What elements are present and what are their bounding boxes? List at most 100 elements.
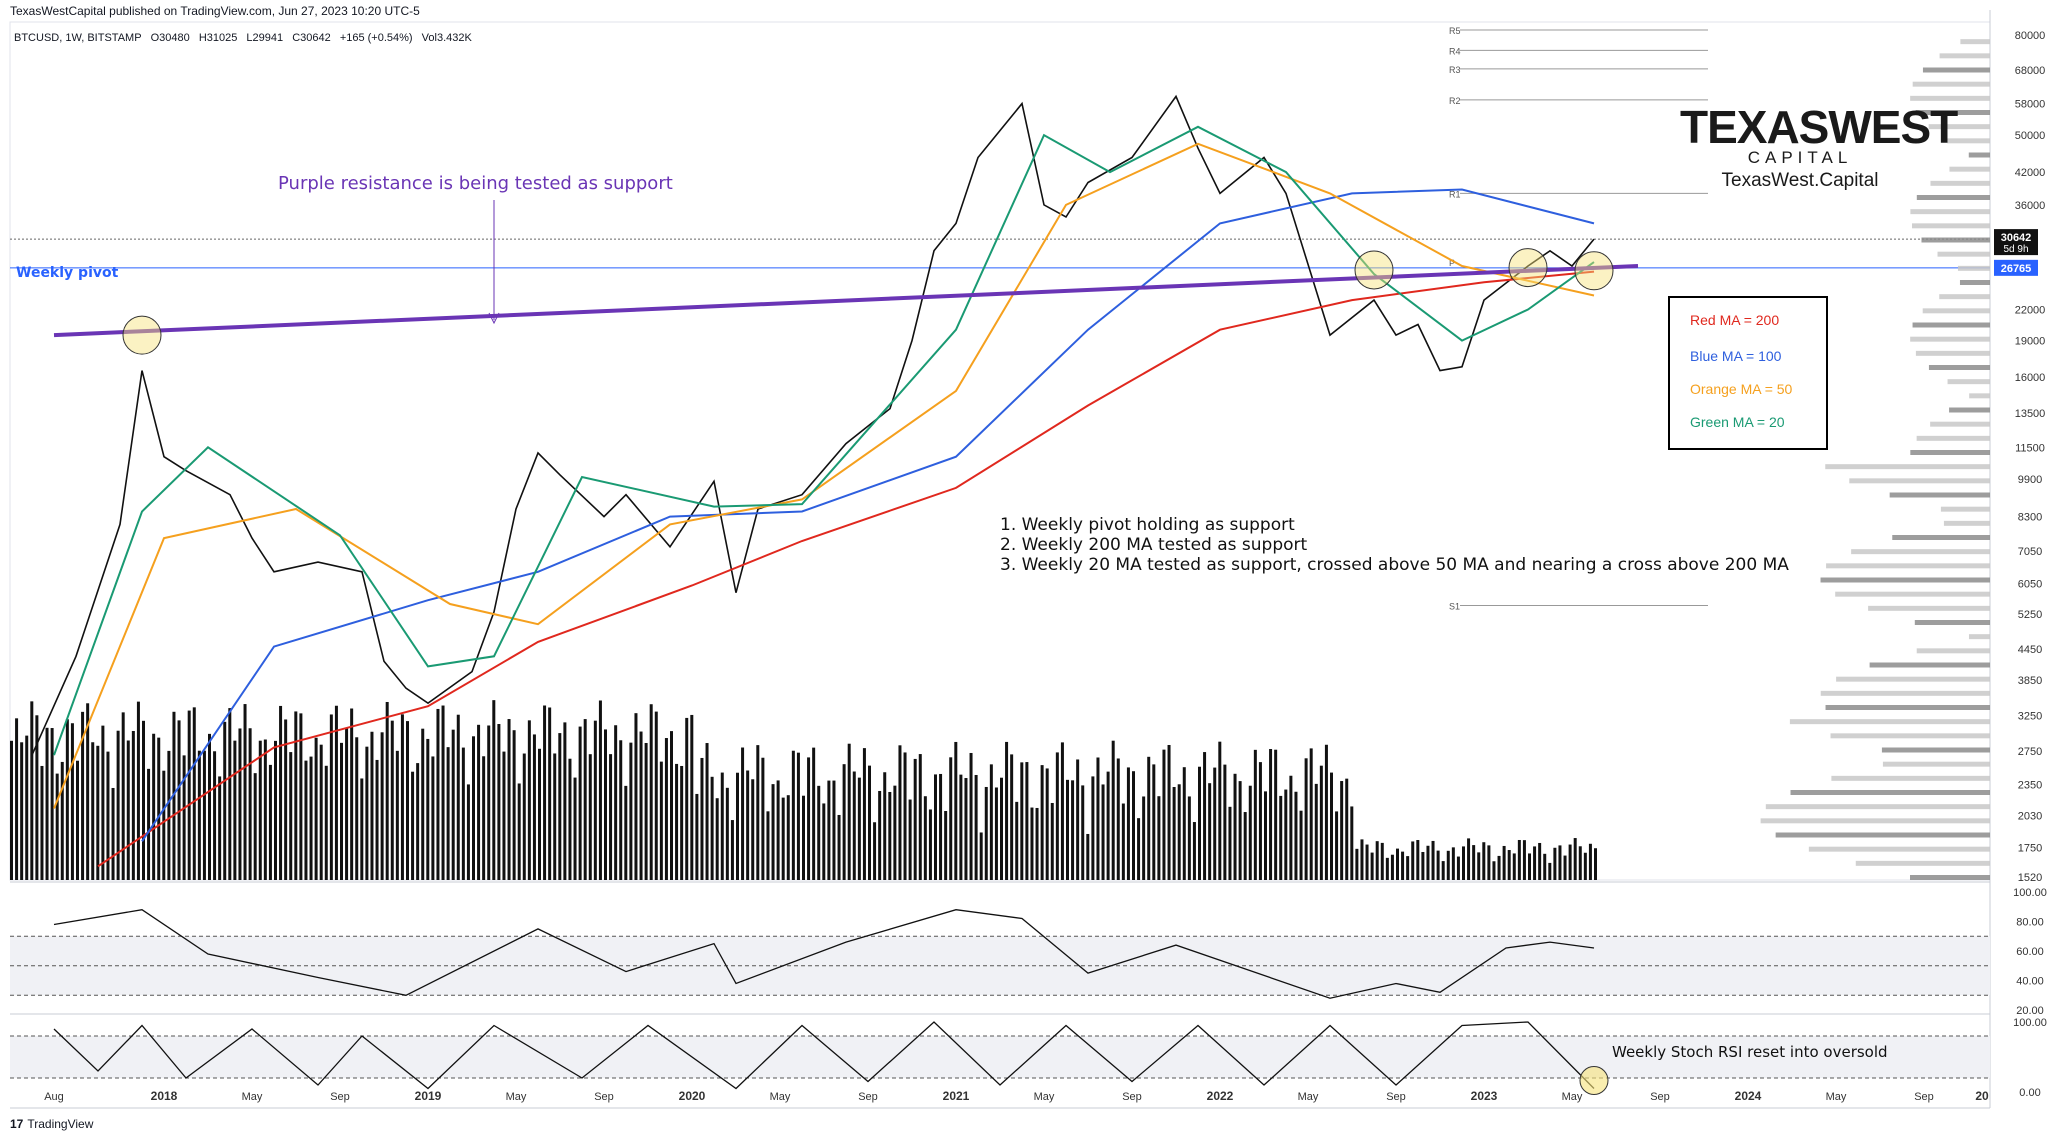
volume-bar [1182, 767, 1186, 880]
change-value: +165 (+0.54%) [339, 32, 413, 44]
volume-profile-bar [1830, 733, 1990, 739]
volume-bar [70, 723, 74, 880]
volume-bar [888, 791, 892, 880]
volume-bar [1238, 781, 1242, 880]
volume-bar [802, 795, 805, 880]
volume-bar [431, 756, 435, 880]
volume-bar [1060, 742, 1064, 880]
symbol-name[interactable]: BTCUSD, 1W, BITSTAMP [14, 32, 142, 44]
volume-profile-bar [1915, 350, 1990, 356]
volume-bar [76, 760, 79, 880]
volume-bar [1020, 762, 1024, 880]
volume-bar [781, 797, 785, 880]
volume-value: Vol3.432K [421, 32, 472, 44]
pivot-label: R2 [1449, 96, 1461, 106]
legend-green-ma: Green MA = 20 [1690, 414, 1785, 430]
volume-bar [360, 778, 364, 880]
price-tick-label: 58000 [2015, 99, 2046, 111]
brand-logo: TEXASWEST CAPITAL TexasWest.Capital [1680, 104, 1958, 192]
rsi-tick-label: 80.00 [2016, 917, 2044, 929]
volume-bar [868, 765, 871, 880]
volume-bar [1507, 850, 1511, 880]
volume-bar [233, 740, 237, 880]
volume-bar [487, 725, 491, 880]
volume-bar [1152, 764, 1156, 880]
price-tick-label: 7050 [2018, 546, 2042, 558]
volume-bar [1548, 862, 1552, 880]
volume-profile-bar [1947, 379, 1990, 385]
volume-bar [1583, 852, 1587, 880]
volume-bar [126, 740, 130, 880]
x-tick-label: Aug [44, 1091, 64, 1103]
volume-bar [1106, 771, 1110, 880]
volume-bar [827, 780, 831, 880]
volume-bar [604, 729, 607, 880]
volume-bar [451, 729, 455, 880]
volume-bar [121, 712, 125, 880]
volume-profile-bar [1912, 81, 1990, 87]
price-tick-label: 6050 [2018, 579, 2042, 591]
volume-bar [1533, 846, 1537, 880]
volume-bar [1477, 852, 1481, 880]
purple-note: Purple resistance is being tested as sup… [278, 173, 673, 194]
volume-profile-bar [1869, 662, 1990, 668]
volume-bar [959, 774, 963, 880]
volume-bar [218, 776, 222, 880]
volume-profile-bar [1881, 747, 1990, 753]
volume-bar [873, 822, 877, 880]
volume-profile-bar [1868, 605, 1990, 611]
volume-bar [385, 701, 389, 880]
volume-bar [1121, 803, 1125, 880]
volume-bar [456, 714, 460, 880]
pivot-label: R5 [1449, 26, 1461, 36]
volume-profile-bar [1912, 322, 1990, 328]
volume-bar [86, 703, 90, 880]
highlight-circle [1508, 248, 1548, 288]
price-tick-label: 4450 [2018, 644, 2042, 656]
volume-bar [543, 705, 547, 880]
volume-bar [1091, 776, 1095, 880]
volume-bar [786, 795, 790, 880]
volume-bar [1253, 749, 1257, 880]
price-tick-label: 22000 [2015, 304, 2046, 316]
volume-profile-bar [1939, 53, 1990, 59]
volume-bar [1274, 749, 1278, 880]
price-tick-label: 9900 [2018, 474, 2042, 486]
volume-bar [35, 715, 39, 880]
volume-bar [736, 772, 739, 880]
volume-bar [162, 770, 166, 880]
stoch-note: Weekly Stoch RSI reset into oversold [1612, 1043, 1888, 1061]
volume-bar [416, 763, 420, 880]
close-value: C30642 [292, 32, 331, 44]
volume-bar [522, 753, 526, 880]
volume-bar [142, 720, 145, 880]
volume-bar [1066, 779, 1069, 880]
volume-bar [1304, 758, 1308, 880]
rsi-tick-label: 100.00 [2013, 887, 2047, 899]
volume-bar [847, 743, 851, 880]
volume-bar [908, 799, 912, 880]
volume-bar [1045, 768, 1049, 880]
volume-bar [258, 740, 262, 880]
volume-bar [1375, 841, 1379, 880]
volume-bar [284, 719, 288, 880]
volume-profile-bar [1808, 846, 1990, 852]
volume-bar [695, 793, 699, 880]
volume-bar [299, 713, 303, 880]
brand-subtitle: CAPITAL [1747, 148, 1853, 167]
x-tick-label: Sep [1650, 1091, 1670, 1103]
tradingview-footer[interactable]: 17 TradingView [10, 1117, 93, 1131]
volume-profile-bar [1922, 308, 1990, 314]
volume-bar [893, 785, 897, 880]
volume-bar [1573, 838, 1577, 880]
volume-profile-bar [1910, 209, 1990, 215]
volume-bar [1528, 853, 1531, 880]
volume-bar [934, 774, 937, 880]
volume-bar [1142, 796, 1146, 880]
volume-bar [1512, 853, 1516, 880]
volume-bar [989, 764, 993, 880]
volume-bar [177, 720, 181, 880]
volume-bar [345, 728, 349, 880]
volume-profile-bar [1947, 138, 1990, 144]
volume-bar [1010, 754, 1014, 880]
